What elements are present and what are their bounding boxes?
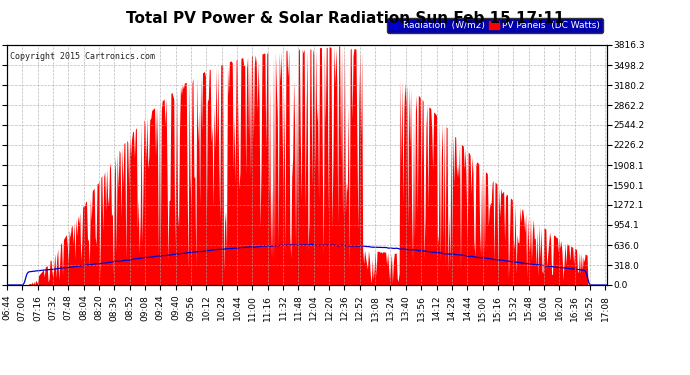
Legend: Radiation  (W/m2), PV Panels  (DC Watts): Radiation (W/m2), PV Panels (DC Watts) — [387, 18, 602, 33]
Text: Copyright 2015 Cartronics.com: Copyright 2015 Cartronics.com — [10, 52, 155, 61]
Text: Total PV Power & Solar Radiation Sun Feb 15 17:11: Total PV Power & Solar Radiation Sun Feb… — [126, 11, 564, 26]
